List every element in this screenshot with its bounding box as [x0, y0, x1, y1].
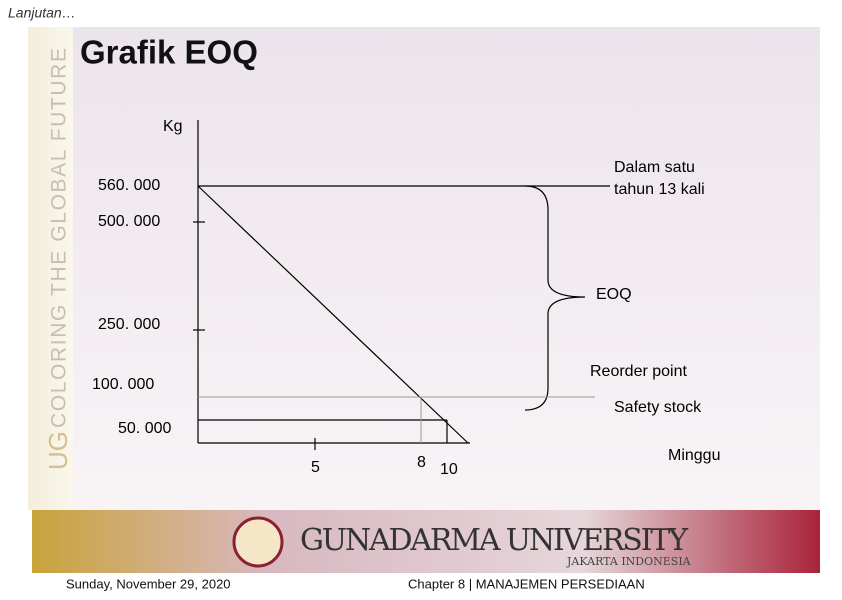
banner	[32, 510, 820, 573]
annotation: Reorder point	[590, 363, 688, 380]
slide-background	[28, 27, 820, 510]
banner-location: JAKARTA INDONESIA	[566, 555, 692, 568]
diagram-lines	[193, 120, 610, 450]
sidebar-motto: COLORING THE GLOBAL FUTURE	[48, 48, 71, 428]
annotation: Safety stock	[614, 399, 702, 416]
footer-chapter: Chapter 8 | MANAJEMEN PERSEDIAAN	[408, 576, 645, 591]
annotation: EOQ	[596, 286, 632, 303]
banner-logo	[232, 516, 284, 568]
reorder-lines	[198, 396, 595, 443]
y-label: 50. 000	[118, 420, 171, 437]
y-label: 100. 000	[92, 376, 154, 393]
y-axis-label: Kg	[163, 118, 183, 135]
banner-name: GUNADARMA UNIVERSITY	[300, 523, 689, 558]
sidebar-logo: UG	[43, 431, 73, 470]
y-label: 250. 000	[98, 316, 160, 333]
y-label: 500. 000	[98, 213, 160, 230]
annotation: tahun 13 kali	[614, 181, 705, 198]
title: Grafik EOQ	[80, 34, 258, 71]
subtitle: Lanjutan…	[8, 5, 76, 21]
y-label: 560. 000	[98, 177, 160, 194]
sidebar	[28, 27, 73, 510]
x-label: 10	[440, 461, 458, 478]
x-axis-label: Minggu	[668, 447, 720, 464]
x-label: 5	[311, 459, 320, 476]
annotation: Dalam satu	[614, 159, 695, 176]
footer-date: Sunday, November 29, 2020	[66, 576, 231, 591]
x-label: 8	[417, 454, 426, 471]
